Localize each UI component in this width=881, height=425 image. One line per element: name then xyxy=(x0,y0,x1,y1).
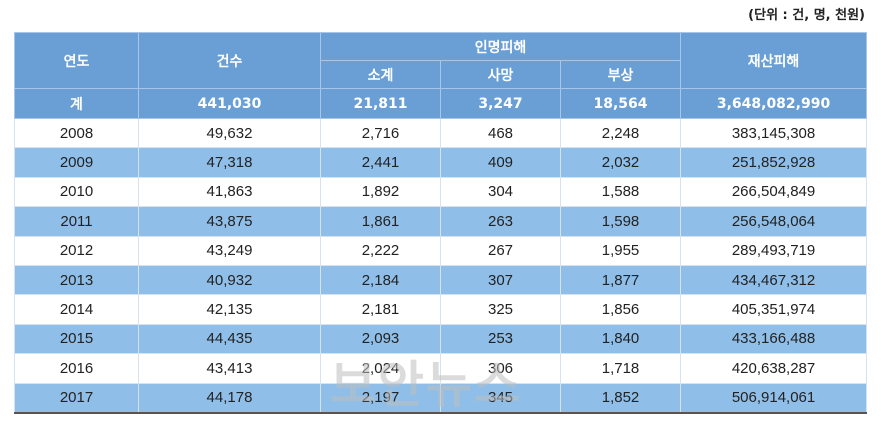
table-cell: 345 xyxy=(440,382,561,414)
table-cell: 18,564 xyxy=(559,88,682,119)
header-cell: 소계 xyxy=(320,60,441,89)
table-row: 2013 40,932 2,184 307 1,877 434,467,312 xyxy=(14,264,868,296)
table-row: 2011 43,875 1,861 263 1,598 256,548,064 xyxy=(14,206,868,237)
table-cell: 307 xyxy=(440,264,561,296)
table-cell: 304 xyxy=(440,176,561,208)
table-cell: 267 xyxy=(440,235,561,266)
table-row: 2017 44,178 2,197 345 1,852 506,914,061 xyxy=(14,382,868,414)
table-cell: 405,351,974 xyxy=(680,294,868,325)
table-row: 2016 43,413 2,024 306 1,718 420,638,287 xyxy=(14,353,868,384)
table-cell: 2,184 xyxy=(320,264,441,296)
table-cell: 2012 xyxy=(14,235,139,266)
header-cell: 건수 xyxy=(138,32,321,89)
table-row: 계 441,030 21,811 3,247 18,564 3,648,082,990 xyxy=(14,88,868,119)
table-cell: 434,467,312 xyxy=(680,264,868,296)
header-cell: 재산피해 xyxy=(680,32,868,89)
table-cell: 49,632 xyxy=(138,117,321,149)
table-cell: 420,638,287 xyxy=(680,353,868,384)
table-cell: 2010 xyxy=(14,176,139,208)
table-cell: 2,197 xyxy=(320,382,441,414)
table-cell: 2017 xyxy=(14,382,139,414)
header-cell: 부상 xyxy=(559,60,682,89)
table-cell: 266,504,849 xyxy=(680,176,868,208)
table-cell: 1,852 xyxy=(559,382,682,414)
table-cell: 2,248 xyxy=(559,117,682,149)
table-cell: 1,861 xyxy=(320,206,441,237)
table-cell: 3,247 xyxy=(440,88,561,119)
table-cell: 40,932 xyxy=(138,264,321,296)
table-cell: 43,249 xyxy=(138,235,321,266)
table-cell: 2,441 xyxy=(320,147,441,178)
header-cell: 인명피해 xyxy=(319,32,682,61)
table-cell: 43,875 xyxy=(138,206,321,237)
table-cell: 383,145,308 xyxy=(680,117,868,149)
table-cell: 2014 xyxy=(14,294,139,325)
table-row: 2014 42,135 2,181 325 1,856 405,351,974 xyxy=(14,294,868,325)
table-cell: 21,811 xyxy=(320,88,441,119)
table-cell: 433,166,488 xyxy=(680,323,868,355)
table-cell: 3,648,082,990 xyxy=(680,88,868,119)
table-cell: 1,955 xyxy=(559,235,682,266)
table-cell: 2,222 xyxy=(320,235,441,266)
table-cell: 2008 xyxy=(14,117,139,149)
table-cell: 2011 xyxy=(14,206,139,237)
header-cell: 연도 xyxy=(14,32,139,89)
table-cell: 441,030 xyxy=(138,88,321,119)
table-cell: 2009 xyxy=(14,147,139,178)
table-cell: 2013 xyxy=(14,264,139,296)
table-row: 2008 49,632 2,716 468 2,248 383,145,308 xyxy=(14,117,868,149)
table-cell: 289,493,719 xyxy=(680,235,868,266)
table-row: 2012 43,249 2,222 267 1,955 289,493,719 xyxy=(14,235,868,266)
table-row: 2015 44,435 2,093 253 1,840 433,166,488 xyxy=(14,323,868,355)
table-cell: 44,178 xyxy=(138,382,321,414)
table-cell: 468 xyxy=(440,117,561,149)
table-cell: 2,093 xyxy=(320,323,441,355)
table-cell: 306 xyxy=(440,353,561,384)
table-cell: 2015 xyxy=(14,323,139,355)
unit-note: (단위 : 건, 명, 천원) xyxy=(748,8,865,23)
table-cell: 43,413 xyxy=(138,353,321,384)
table-cell: 2,716 xyxy=(320,117,441,149)
table-cell: 325 xyxy=(440,294,561,325)
table-cell: 1,588 xyxy=(559,176,682,208)
table-cell: 1,840 xyxy=(559,323,682,355)
table-cell: 1,877 xyxy=(559,264,682,296)
table-cell: 1,892 xyxy=(320,176,441,208)
table-cell: 47,318 xyxy=(138,147,321,178)
table-cell: 44,435 xyxy=(138,323,321,355)
table-cell: 2,181 xyxy=(320,294,441,325)
table-cell: 263 xyxy=(440,206,561,237)
table-cell: 2,024 xyxy=(320,353,441,384)
table-cell: 42,135 xyxy=(138,294,321,325)
table-cell: 251,852,928 xyxy=(680,147,868,178)
table-cell: 1,598 xyxy=(559,206,682,237)
table-cell: 2,032 xyxy=(559,147,682,178)
table-cell: 1,856 xyxy=(559,294,682,325)
table-row: 2010 41,863 1,892 304 1,588 266,504,849 xyxy=(14,176,868,208)
header-cell: 사망 xyxy=(440,60,561,89)
table-cell: 506,914,061 xyxy=(680,382,868,414)
table-cell: 2016 xyxy=(14,353,139,384)
table-cell: 253 xyxy=(440,323,561,355)
damage-table: 연도 건수 인명피해 재산피해 소계 사망 부상 계 441,030 21,811 3… xyxy=(14,32,868,414)
table-cell: 41,863 xyxy=(138,176,321,208)
table-cell: 계 xyxy=(14,88,139,119)
table-cell: 256,548,064 xyxy=(680,206,868,237)
table-cell: 409 xyxy=(440,147,561,178)
table-cell: 1,718 xyxy=(559,353,682,384)
table-row: 2009 47,318 2,441 409 2,032 251,852,928 xyxy=(14,147,868,178)
